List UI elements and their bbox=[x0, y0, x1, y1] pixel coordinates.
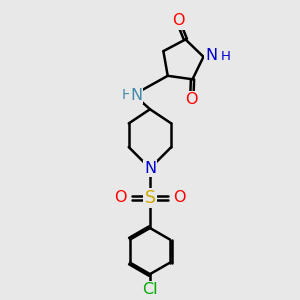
Text: O: O bbox=[114, 190, 127, 206]
Text: O: O bbox=[185, 92, 198, 107]
Text: H: H bbox=[121, 88, 132, 102]
Text: N: N bbox=[130, 88, 142, 103]
Text: S: S bbox=[145, 189, 155, 207]
Text: O: O bbox=[172, 13, 184, 28]
Text: O: O bbox=[173, 190, 186, 206]
Text: Cl: Cl bbox=[142, 282, 158, 297]
Text: H: H bbox=[220, 50, 230, 63]
Text: N: N bbox=[206, 48, 218, 63]
Text: N: N bbox=[144, 161, 156, 176]
